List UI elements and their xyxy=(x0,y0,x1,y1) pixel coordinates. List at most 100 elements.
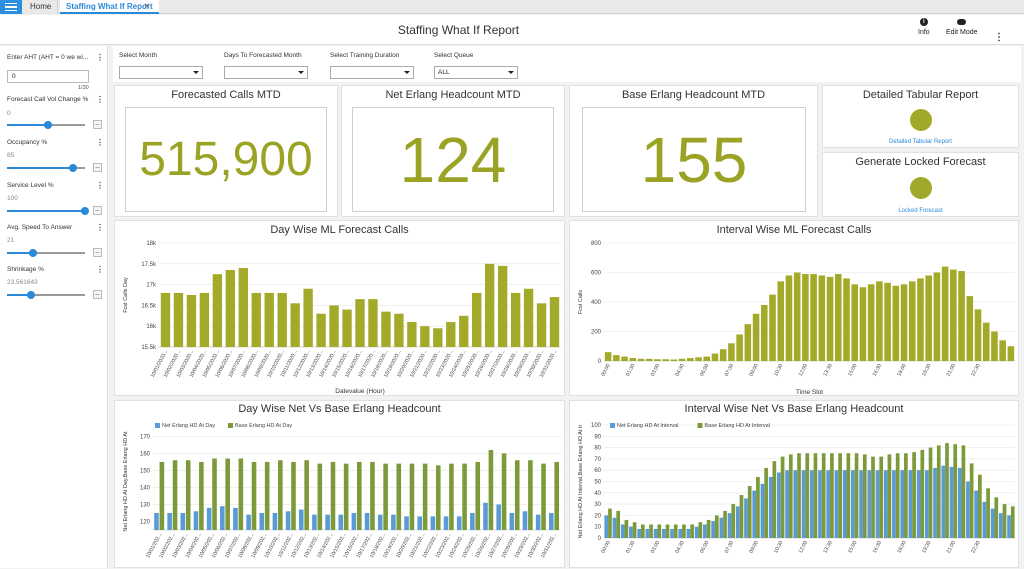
bar xyxy=(686,528,691,538)
x-tick-label: 16:30 xyxy=(872,363,883,377)
aht-input[interactable]: 0 xyxy=(7,70,89,83)
slider-track[interactable] xyxy=(7,207,89,215)
bar xyxy=(986,488,990,538)
slider-handle[interactable] xyxy=(43,121,52,129)
select-month-dropdown[interactable] xyxy=(119,66,203,79)
training-duration-dropdown[interactable] xyxy=(330,66,414,79)
bar xyxy=(974,490,979,538)
bar xyxy=(809,470,814,538)
bar xyxy=(485,263,495,347)
reset-button[interactable]: – xyxy=(93,290,102,299)
param-menu-icon[interactable]: ⋮ xyxy=(96,181,104,190)
param-menu-icon[interactable]: ⋮ xyxy=(96,223,104,232)
param-menu-icon[interactable]: ⋮ xyxy=(96,138,104,147)
bar xyxy=(887,454,892,538)
kpi-value: 515,900 xyxy=(125,107,327,212)
slider-handle[interactable] xyxy=(28,249,37,257)
legend-label: Net Erlang HD At Interval xyxy=(617,423,678,429)
x-tick-label: 10:30 xyxy=(773,363,784,377)
y-tick-label: 50 xyxy=(594,480,601,486)
reset-button[interactable]: – xyxy=(93,248,102,257)
param-value: 0 xyxy=(7,110,11,117)
bar xyxy=(624,519,629,538)
page-title: Staffing What If Report xyxy=(397,23,520,37)
bar xyxy=(928,447,933,538)
bar xyxy=(264,461,270,530)
bar xyxy=(925,275,932,361)
bar xyxy=(678,358,686,361)
locked-forecast-link[interactable]: Locked Forecast xyxy=(898,208,943,214)
bar xyxy=(291,461,296,530)
bar xyxy=(433,328,443,347)
bar xyxy=(695,357,702,361)
detailed-tabular-report-link[interactable]: Detailed Tabular Report xyxy=(889,139,952,145)
x-tick-label: 00:00 xyxy=(600,540,611,554)
tab-staffing-report[interactable]: Staffing What If Report xyxy=(60,0,159,14)
bar xyxy=(377,514,383,530)
bar xyxy=(325,514,330,530)
x-tick-label: 04:30 xyxy=(674,363,685,377)
slider-handle[interactable] xyxy=(81,207,89,215)
bar xyxy=(541,463,546,530)
bar xyxy=(966,481,970,538)
tab-bar: Home Staffing What If Report × xyxy=(0,0,1024,14)
bar xyxy=(528,460,533,530)
filter-training-duration: Select Training Duration xyxy=(330,52,434,79)
slider-track[interactable] xyxy=(7,249,85,257)
info-button[interactable]: i Info xyxy=(918,18,930,36)
bar xyxy=(206,507,212,530)
chart-card-interval-headcount: Interval Wise Net Vs Base Erlang Headcou… xyxy=(569,400,1019,568)
bar xyxy=(854,453,859,538)
legend-swatch xyxy=(697,423,703,428)
bar xyxy=(949,466,954,538)
slider-track[interactable] xyxy=(7,121,85,129)
reset-button[interactable]: – xyxy=(93,120,102,129)
bar xyxy=(818,275,826,361)
more-options-icon[interactable]: ⋮ xyxy=(994,32,1004,43)
bar xyxy=(883,470,888,538)
bar xyxy=(342,309,352,347)
param-menu-icon[interactable]: ⋮ xyxy=(96,265,104,274)
reset-button[interactable]: – xyxy=(93,206,102,215)
hamburger-menu-icon[interactable] xyxy=(0,0,22,14)
kpi-card-forecasted-calls: Forecasted Calls MTD 515,900 xyxy=(114,85,338,217)
y-tick-label: 60 xyxy=(594,468,601,474)
bar xyxy=(1007,346,1015,361)
reset-button[interactable]: – xyxy=(93,163,102,172)
param-label: Shrinkage % xyxy=(7,266,44,273)
report-button-circle[interactable] xyxy=(910,109,932,131)
bar xyxy=(867,470,872,538)
bar xyxy=(904,453,908,538)
char-counter: 1/30 xyxy=(78,85,89,91)
bar xyxy=(785,275,793,361)
bar xyxy=(958,271,965,361)
bar xyxy=(670,359,678,361)
interval-headcount-chart: 0 10 20 30 40 50 60 70 80 90 100 Net Erlang HD At I… xyxy=(578,423,1015,554)
param-menu-icon[interactable]: ⋮ xyxy=(96,95,104,104)
bar xyxy=(818,470,822,538)
bar xyxy=(522,511,528,530)
y-tick-label: 140 xyxy=(140,485,151,491)
bar xyxy=(736,334,743,361)
bar xyxy=(917,278,924,361)
bar xyxy=(941,266,949,361)
close-tab-icon[interactable]: × xyxy=(144,1,150,12)
bar xyxy=(723,510,727,538)
bar xyxy=(632,522,637,538)
legend-swatch xyxy=(228,423,233,428)
param-value: 21 xyxy=(7,237,15,244)
locked-forecast-button-circle[interactable] xyxy=(910,177,932,199)
tab-home[interactable]: Home xyxy=(24,0,59,14)
slider-handle[interactable] xyxy=(68,164,77,172)
slider-handle[interactable] xyxy=(27,291,36,299)
param-menu-icon[interactable]: ⋮ xyxy=(96,53,104,62)
select-queue-dropdown[interactable]: ALL xyxy=(434,66,518,79)
bar xyxy=(657,524,662,538)
bar xyxy=(459,315,469,347)
slider-track[interactable] xyxy=(7,164,85,172)
y-tick-label: 100 xyxy=(591,423,602,429)
slider-track[interactable] xyxy=(7,291,85,299)
days-to-forecasted-month-dropdown[interactable] xyxy=(224,66,308,79)
bar xyxy=(706,519,711,538)
edit-mode-button[interactable]: Edit Mode xyxy=(946,18,978,36)
